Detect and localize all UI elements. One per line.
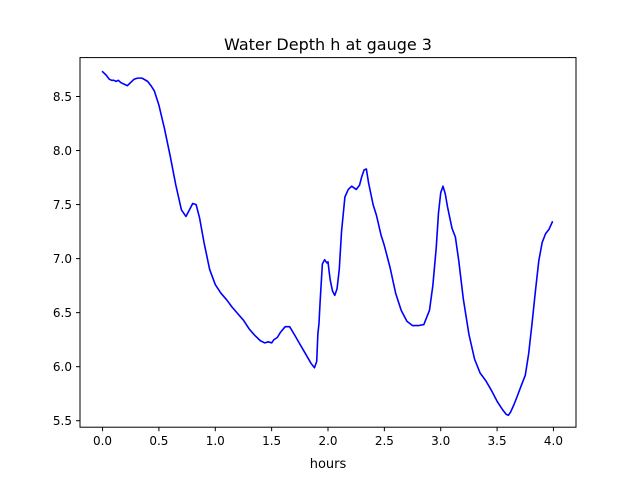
x-tick-label: 0.5 bbox=[149, 434, 168, 448]
x-axis-label: hours bbox=[310, 457, 347, 472]
y-axis: 5.5 6.0 6.5 7.0 7.5 8.0 8.5 bbox=[53, 90, 80, 428]
x-tick-label: 4.0 bbox=[544, 434, 563, 448]
y-tick-label: 8.0 bbox=[53, 144, 72, 158]
x-axis: 0.0 0.5 1.0 1.5 2.0 2.5 3.0 3.5 4.0 bbox=[93, 427, 563, 448]
y-tick-label: 6.0 bbox=[53, 360, 72, 374]
y-tick-label: 5.5 bbox=[53, 414, 72, 428]
x-tick-label: 2.5 bbox=[375, 434, 394, 448]
chart-title: Water Depth h at gauge 3 bbox=[224, 35, 432, 54]
x-tick-label: 1.5 bbox=[262, 434, 281, 448]
series-line-0 bbox=[101, 70, 554, 417]
y-tick-label: 6.5 bbox=[53, 306, 72, 320]
y-tick-label: 8.5 bbox=[53, 90, 72, 104]
x-tick-label: 1.0 bbox=[206, 434, 225, 448]
x-tick-label: 3.5 bbox=[488, 434, 507, 448]
x-tick-label: 0.0 bbox=[93, 434, 112, 448]
x-tick-label: 3.0 bbox=[431, 434, 450, 448]
series-group bbox=[101, 70, 554, 417]
y-tick-label: 7.5 bbox=[53, 198, 72, 212]
x-tick-label: 2.0 bbox=[318, 434, 337, 448]
y-tick-label: 7.0 bbox=[53, 252, 72, 266]
